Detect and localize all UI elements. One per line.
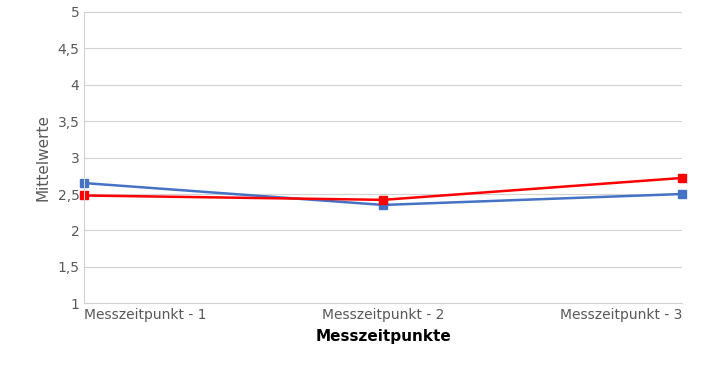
X-axis label: Messzeitpunkte: Messzeitpunkte: [315, 329, 451, 344]
Y-axis label: Mittelwerte: Mittelwerte: [36, 114, 51, 201]
